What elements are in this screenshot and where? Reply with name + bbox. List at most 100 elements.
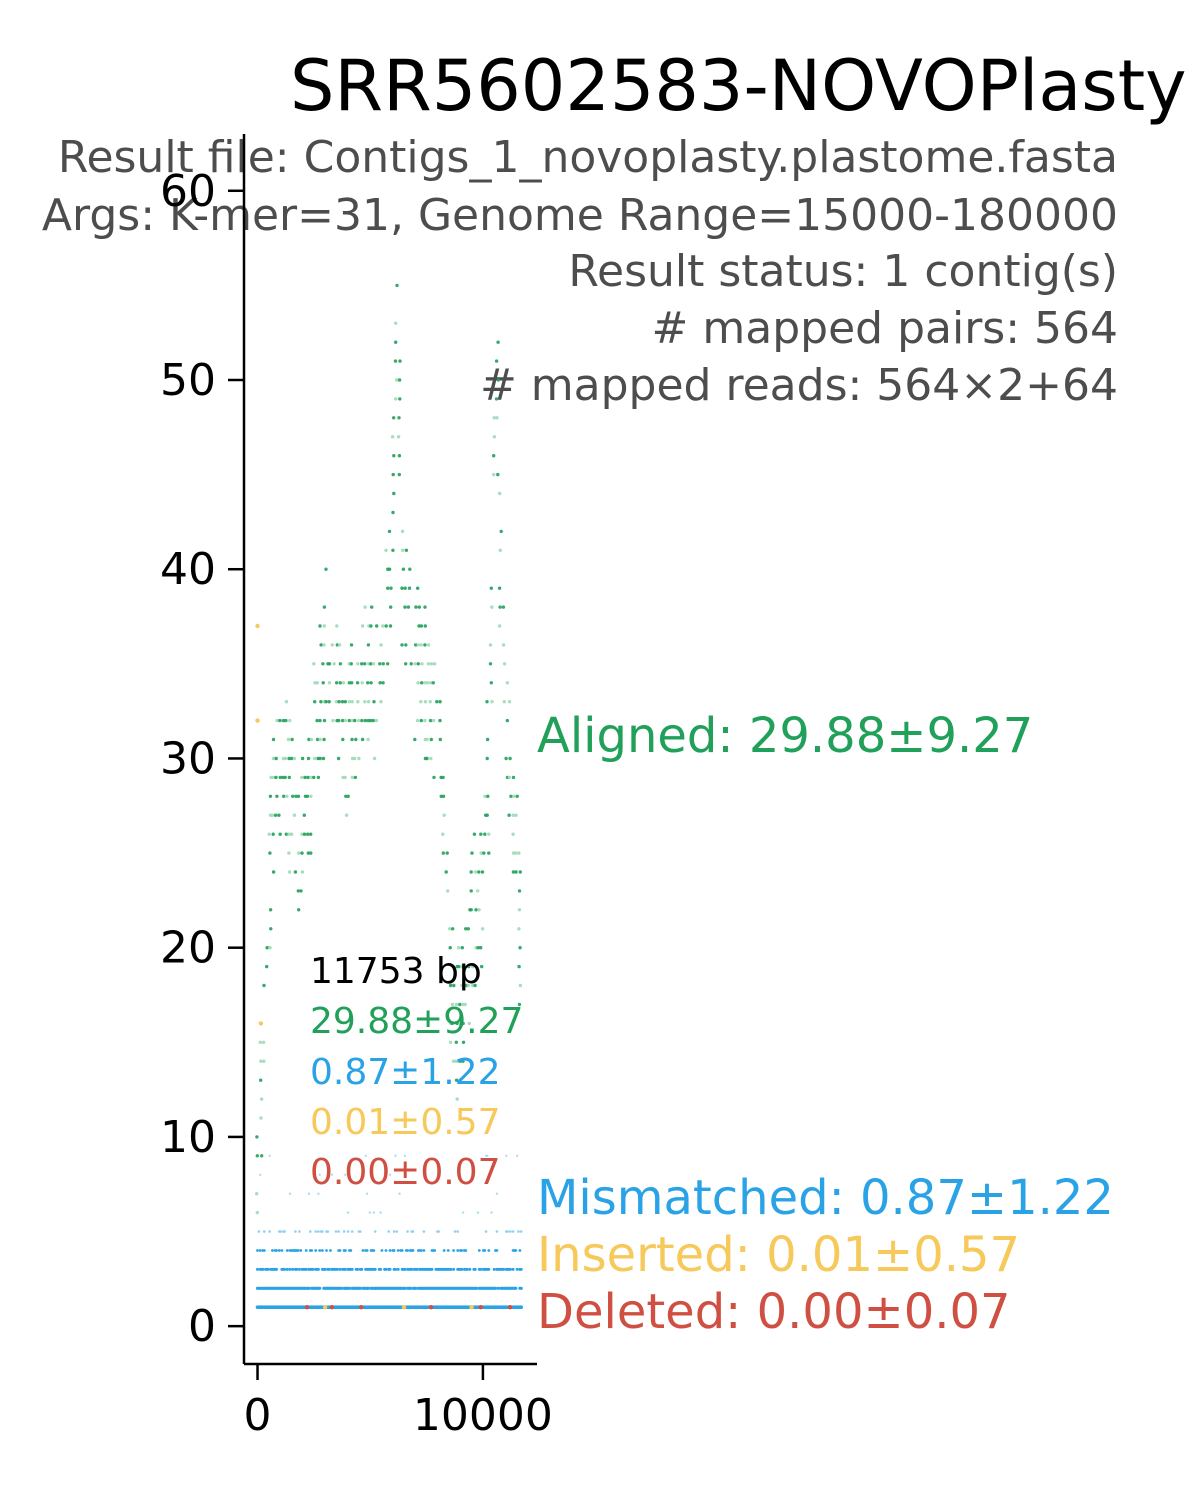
aligned-point xyxy=(494,397,499,401)
aligned-point xyxy=(458,1059,462,1063)
aligned-point xyxy=(489,681,493,685)
aligned-point xyxy=(300,756,305,761)
aligned-point xyxy=(483,794,487,798)
aligned-point xyxy=(360,681,364,685)
aligned-point xyxy=(492,454,496,458)
mismatched-point xyxy=(379,1267,383,1271)
aligned-point xyxy=(423,643,427,647)
aligned-point xyxy=(341,681,346,685)
aligned-point xyxy=(258,1040,262,1045)
aligned-point xyxy=(482,851,486,855)
aligned-point xyxy=(369,718,373,723)
aligned-point xyxy=(414,605,418,609)
aligned-point xyxy=(353,756,357,761)
aligned-point xyxy=(507,813,511,817)
inserted-point xyxy=(469,1305,474,1310)
aligned-point xyxy=(454,1040,458,1045)
aligned-point xyxy=(309,832,313,836)
aligned-point xyxy=(451,927,455,931)
aligned-point xyxy=(309,794,313,798)
aligned-point xyxy=(508,756,512,761)
mismatched-point xyxy=(477,1249,481,1252)
aligned-point xyxy=(505,718,510,723)
aligned-point xyxy=(413,737,417,742)
aligned-point xyxy=(502,662,507,666)
aligned-point xyxy=(485,813,489,817)
aligned-point xyxy=(265,964,269,969)
aligned-point xyxy=(511,832,515,836)
aligned-point xyxy=(344,794,348,798)
aligned-point xyxy=(275,794,279,798)
aligned-point xyxy=(288,718,292,723)
mismatched-point xyxy=(316,1267,320,1271)
aligned-point xyxy=(492,472,496,477)
aligned-point xyxy=(343,775,347,780)
mismatched-point xyxy=(508,1267,512,1271)
aligned-point xyxy=(480,870,485,874)
aligned-point xyxy=(517,964,521,969)
aligned-point xyxy=(341,737,345,742)
mismatched-point xyxy=(453,1230,457,1233)
aligned-point xyxy=(404,643,408,647)
aligned-point xyxy=(419,624,424,628)
aligned-point xyxy=(448,946,452,950)
aligned-point xyxy=(455,1097,459,1101)
aligned-point xyxy=(268,946,272,950)
aligned-point xyxy=(514,813,518,817)
aligned-point xyxy=(363,605,367,609)
aligned-point xyxy=(271,756,276,761)
aligned-point xyxy=(287,756,291,761)
scatter-points xyxy=(255,283,523,1310)
aligned-point xyxy=(397,416,401,420)
aligned-point xyxy=(448,1040,453,1045)
mismatched-point xyxy=(516,1154,519,1158)
aligned-point xyxy=(460,983,464,988)
aligned-point xyxy=(318,756,322,761)
aligned-point xyxy=(401,567,406,571)
mismatched-point xyxy=(493,1286,498,1290)
mismatched-point xyxy=(275,1267,278,1271)
aligned-point xyxy=(353,718,357,723)
aligned-point xyxy=(509,794,513,798)
aligned-point xyxy=(300,775,304,780)
mismatched-point xyxy=(256,1267,259,1271)
aligned-point xyxy=(397,378,402,382)
aligned-point xyxy=(370,605,374,609)
aligned-point xyxy=(260,1154,264,1158)
aligned-point xyxy=(428,681,433,685)
mismatched-point xyxy=(258,1249,262,1252)
mismatched-point xyxy=(384,1267,388,1271)
mismatched-point xyxy=(514,1249,518,1252)
aligned-point xyxy=(392,454,396,458)
aligned-point xyxy=(366,643,371,647)
aligned-point xyxy=(292,756,297,761)
aligned-point xyxy=(290,737,294,742)
aligned-point xyxy=(292,813,297,817)
mismatched-point xyxy=(297,1267,301,1271)
aligned-point xyxy=(515,794,519,798)
aligned-point xyxy=(469,908,473,912)
aligned-point xyxy=(487,851,491,855)
aligned-point xyxy=(262,983,266,988)
aligned-point xyxy=(307,737,311,742)
mismatched-point xyxy=(365,1249,369,1252)
aligned-point xyxy=(514,851,518,855)
aligned-point xyxy=(485,737,490,742)
aligned-point xyxy=(387,567,392,571)
mismatched-point xyxy=(291,1267,295,1271)
mismatched-point xyxy=(358,1286,362,1290)
aligned-point xyxy=(429,737,433,742)
mismatched-point xyxy=(304,1267,308,1271)
aligned-point xyxy=(403,586,407,590)
deleted-point xyxy=(428,1305,434,1310)
mismatched-point xyxy=(384,1249,388,1252)
aligned-point xyxy=(315,681,319,685)
aligned-point xyxy=(392,416,396,420)
mismatched-point xyxy=(361,1249,365,1252)
aligned-point xyxy=(505,681,510,685)
aligned-point xyxy=(396,435,401,439)
aligned-point xyxy=(285,794,289,798)
aligned-point xyxy=(363,662,367,666)
aligned-point xyxy=(343,718,348,723)
aligned-point xyxy=(327,700,331,704)
